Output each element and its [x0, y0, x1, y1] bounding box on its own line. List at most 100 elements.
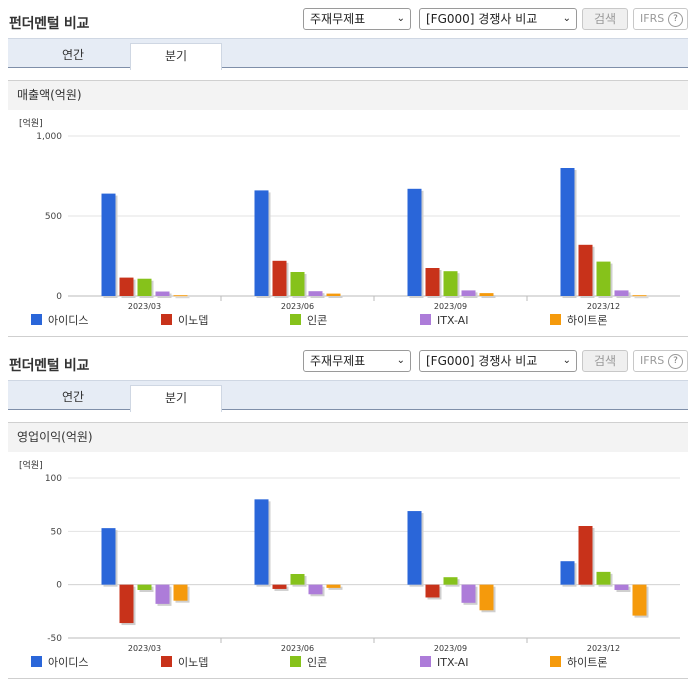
legend-swatch [161, 656, 172, 667]
bar [461, 290, 476, 296]
legend-swatch [290, 656, 301, 667]
help-icon: ? [668, 354, 683, 369]
legend-label: 아이디스 [48, 314, 88, 327]
legend-label: 하이트론 [567, 313, 607, 327]
ifrs-label: IFRS [640, 354, 665, 367]
bar [479, 293, 494, 296]
legend-swatch [550, 656, 561, 667]
bar [173, 584, 188, 601]
x-tick-label: 2023/12 [587, 302, 620, 311]
panel-header: 펀더멘털 비교 주재무제표 ⌄ [FG000] 경쟁사 비교 ⌄ 검색 IFRS… [0, 0, 696, 38]
bar [290, 574, 305, 585]
bar [101, 528, 116, 585]
legend-label: 인콘 [307, 656, 327, 669]
bar [632, 295, 647, 297]
search-button[interactable]: 검색 [582, 8, 628, 30]
legend-swatch [290, 314, 301, 325]
bar [560, 168, 575, 296]
ifrs-help-button[interactable]: IFRS ? [633, 8, 688, 30]
bar [137, 278, 152, 296]
bar [272, 260, 287, 296]
y-tick-label: 500 [45, 212, 62, 222]
divider [8, 678, 688, 679]
bar [578, 526, 593, 585]
panel-title: 펀더멘털 비교 [9, 16, 90, 32]
tab-quarterly[interactable]: 분기 [130, 43, 222, 70]
y-tick-label: -50 [47, 634, 62, 644]
y-tick-label: 0 [56, 581, 62, 591]
legend-label: 하이트론 [567, 655, 607, 669]
bar [560, 561, 575, 585]
chevron-down-icon: ⌄ [396, 355, 405, 366]
statement-type-select[interactable]: 주재무제표 ⌄ [303, 350, 411, 372]
bar [101, 193, 116, 296]
bar [425, 584, 440, 598]
x-tick-label: 2023/06 [281, 302, 314, 311]
metric-title: 매출액(억원) [8, 80, 688, 110]
y-tick-label: 0 [56, 292, 62, 302]
legend-label: ITX-AI [437, 656, 468, 669]
bar [443, 271, 458, 296]
ifrs-label: IFRS [640, 12, 665, 25]
y-tick-label: 50 [51, 527, 63, 537]
ifrs-help-button[interactable]: IFRS ? [633, 350, 688, 372]
bar-shadow [328, 295, 343, 298]
bar [614, 290, 629, 296]
bar [137, 584, 152, 590]
legend-label: 인콘 [307, 314, 327, 327]
bar-shadow [328, 586, 343, 590]
legend-swatch [550, 314, 561, 325]
bar [326, 293, 341, 296]
tab-annual[interactable]: 연간 [61, 48, 85, 62]
legend-swatch [31, 314, 42, 325]
legend-swatch [161, 314, 172, 325]
bar [308, 291, 323, 296]
x-tick-label: 2023/09 [434, 302, 467, 311]
panel-title: 펀더멘털 비교 [9, 358, 90, 374]
help-icon: ? [668, 12, 683, 27]
bar [407, 188, 422, 296]
bar [254, 190, 269, 296]
bar [119, 584, 134, 624]
bar [632, 584, 647, 616]
bar-shadow [634, 297, 649, 299]
period-tabs: 연간 분기 [8, 38, 688, 70]
x-tick-label: 2023/03 [128, 302, 161, 311]
legend-swatch [31, 656, 42, 667]
statement-type-select[interactable]: 주재무제표 ⌄ [303, 8, 411, 30]
bar [155, 584, 170, 604]
period-tabs: 연간 분기 [8, 380, 688, 412]
legend-label: 아이디스 [48, 656, 88, 669]
bar [578, 244, 593, 296]
tab-annual[interactable]: 연간 [61, 390, 85, 404]
y-tick-label: 100 [45, 474, 62, 484]
bar [119, 277, 134, 296]
chevron-down-icon: ⌄ [562, 355, 571, 366]
metric-title: 영업이익(억원) [8, 422, 688, 452]
x-tick-label: 2023/06 [281, 644, 314, 653]
legend-label: ITX-AI [437, 314, 468, 327]
legend-swatch [420, 656, 431, 667]
bar [254, 499, 269, 585]
bar [479, 584, 494, 611]
revenue-bar-chart: [억원] 1,000 500 0 2023/03 2023/06 2023/09 2023/1… [19, 117, 680, 327]
tab-quarterly[interactable]: 분기 [130, 385, 222, 412]
operating-income-bar-chart: [억원]100 50 0 -50 2023/03 2023/06 2023/09 2023/1… [19, 459, 680, 669]
bar [290, 272, 305, 296]
peer-group-value: [FG000] 경쟁사 비교 [426, 12, 538, 26]
unit-label: [억원] [19, 117, 43, 129]
bar [155, 291, 170, 296]
chevron-down-icon: ⌄ [562, 13, 571, 24]
search-button[interactable]: 검색 [582, 350, 628, 372]
bar [443, 577, 458, 585]
bar-shadow [175, 297, 190, 299]
peer-group-select[interactable]: [FG000] 경쟁사 비교 ⌄ [419, 350, 577, 372]
bar [308, 584, 323, 595]
x-tick-label: 2023/03 [128, 644, 161, 653]
peer-group-select[interactable]: [FG000] 경쟁사 비교 ⌄ [419, 8, 577, 30]
bar [614, 584, 629, 590]
x-tick-label: 2023/12 [587, 644, 620, 653]
bar [272, 584, 287, 589]
legend-swatch [420, 314, 431, 325]
bar [425, 268, 440, 296]
